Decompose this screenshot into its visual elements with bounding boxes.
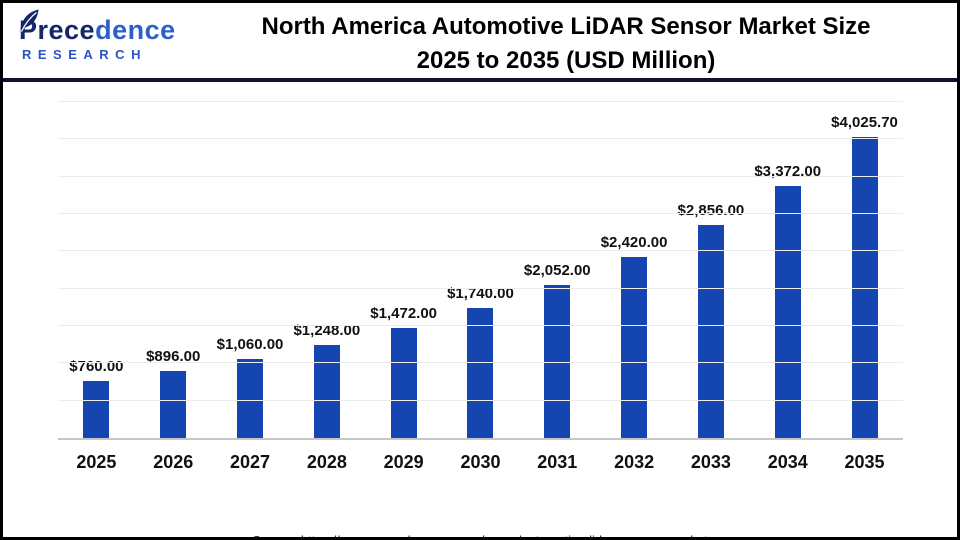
- x-axis-tick-label: 2035: [844, 452, 885, 472]
- bar-slot: $1,248.00: [288, 104, 365, 438]
- bar-value-label: $896.00: [146, 348, 201, 366]
- x-axis-tick-label: 2034: [767, 452, 808, 472]
- plot-area: $760.00 $896.00 $1,060.00 $1,248.00 $1,472.0…: [58, 101, 903, 440]
- x-axis-tick-label: 2027: [230, 452, 271, 472]
- bar-slot: $2,856.00: [673, 104, 750, 438]
- source-attribution: Source: https://www.precedenceresearch.c…: [3, 533, 957, 537]
- gridline: [58, 101, 903, 102]
- x-axis-tick-label: 2031: [537, 452, 578, 472]
- bar: [237, 358, 264, 438]
- bar-slot: $2,052.00: [519, 104, 596, 438]
- x-axis-tick-label: 2028: [306, 452, 347, 472]
- logo: Precedence RESEARCH: [3, 3, 193, 78]
- x-axis-tick-label: 2026: [153, 452, 194, 472]
- chart-title: North America Automotive LiDAR Sensor Ma…: [193, 3, 957, 78]
- bar-value-label: $1,472.00: [370, 305, 438, 323]
- bar: [774, 186, 801, 438]
- bar-value-label: $3,372.00: [754, 163, 822, 181]
- bar-value-label: $2,052.00: [523, 261, 591, 279]
- logo-brand-text-light: dence: [95, 15, 176, 45]
- gridline: [58, 138, 903, 140]
- bar-value-label: $1,248.00: [293, 321, 361, 339]
- bar: [621, 257, 648, 438]
- gridline: [58, 213, 903, 214]
- logo-subtitle: RESEARCH: [22, 47, 147, 62]
- logo-brand-text-dark: Prece: [19, 15, 96, 45]
- bar: [83, 381, 110, 438]
- bar-value-label: $4,025.70: [831, 114, 898, 132]
- bars-row: $760.00 $896.00 $1,060.00 $1,248.00 $1,472.0…: [58, 104, 903, 438]
- x-axis-labels: 2025 2026 2027 2028 2029 2030 2031 2032 2033 2034…: [58, 452, 903, 473]
- bar: [544, 284, 571, 438]
- bar-slot: $1,472.00: [365, 104, 442, 438]
- x-axis-tick-label: 2030: [460, 452, 501, 472]
- bar-slot: $3,372.00: [749, 104, 826, 438]
- header: Precedence RESEARCH North America Automo…: [3, 3, 957, 82]
- bar-slot: $4,025.70: [826, 104, 903, 438]
- bar: [697, 224, 724, 438]
- chart-title-line2: 2025 to 2035 (USD Million): [416, 47, 716, 74]
- gridline: [58, 399, 903, 401]
- bar-slot: $896.00: [135, 104, 212, 438]
- bar-value-label: $760.00: [69, 358, 124, 376]
- bar: [313, 344, 340, 438]
- x-axis-tick-label: 2032: [614, 452, 655, 472]
- gridline: [58, 175, 903, 177]
- bar-slot: $2,420.00: [596, 104, 673, 438]
- gridline: [58, 250, 903, 252]
- chart-section: $760.00 $896.00 $1,060.00 $1,248.00 $1,472.0…: [3, 101, 957, 537]
- bar-value-label: $1,060.00: [216, 335, 284, 353]
- x-axis-tick-label: 2025: [76, 452, 117, 472]
- bar-value-label: $1,740.00: [447, 285, 514, 303]
- gridline: [58, 325, 903, 326]
- logo-brand: Precedence: [19, 9, 193, 45]
- x-axis-tick-label: 2029: [383, 452, 424, 472]
- bar-value-label: $2,420.00: [600, 234, 668, 252]
- x-axis-tick-label: 2033: [690, 452, 731, 472]
- gridline: [58, 362, 903, 364]
- bar: [390, 328, 417, 438]
- bar-slot: $1,740.00: [442, 104, 519, 438]
- chart-title-line1: North America Automotive LiDAR Sensor Ma…: [261, 13, 871, 40]
- bar-value-label: $2,856.00: [677, 201, 745, 219]
- gridline: [58, 287, 903, 289]
- bar: [467, 308, 494, 438]
- bar-slot: $1,060.00: [212, 104, 289, 438]
- bar-slot: $760.00: [58, 104, 135, 438]
- bar: [160, 371, 187, 438]
